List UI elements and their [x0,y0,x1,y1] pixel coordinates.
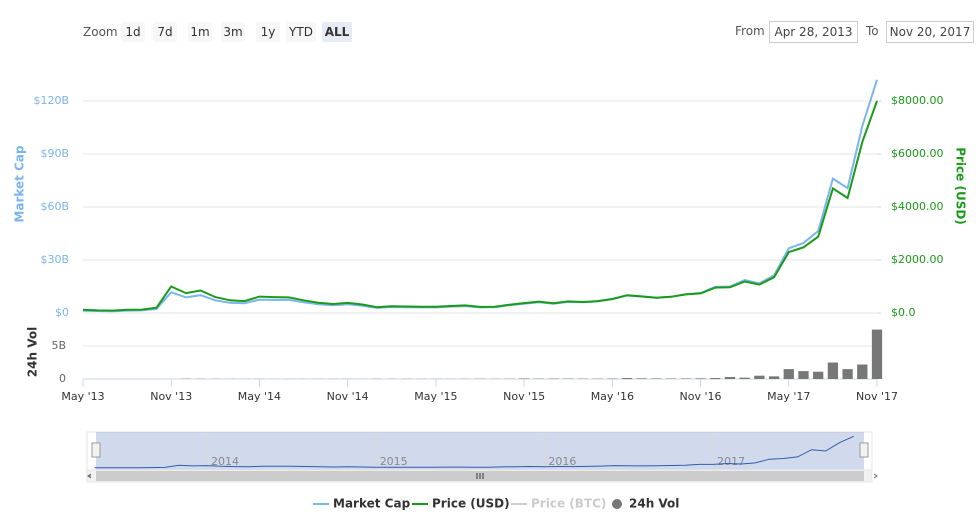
zoom-button[interactable]: 3m [221,22,245,42]
volume-bar [636,378,647,379]
series-line [82,79,878,313]
volume-bar [518,378,530,379]
scrollbar-arrow [873,473,878,479]
legend-item[interactable]: 24h Vol [629,497,679,511]
volume-bar [739,377,750,379]
scrollbar-grip [476,473,484,479]
x-tick-label: Nov '16 [680,390,722,403]
x-tick-label: Nov '13 [150,390,192,403]
y-axis-title: Market Cap [13,145,27,223]
to-input[interactable]: Nov 20, 2017 [886,21,974,43]
zoom-button[interactable]: 1d [121,22,145,42]
volume-bar [621,378,633,379]
volume-bar [827,362,839,379]
zoom-label: Zoom [83,25,118,39]
zoom-button[interactable]: 1m [188,22,212,42]
scrollbar-arrow [87,473,92,479]
volume-bar [768,376,780,379]
series-line [82,100,878,312]
volume-bar [724,377,736,379]
x-tick-label: Nov '17 [856,390,898,403]
volume-bar [651,378,662,379]
x-tick-label: May '16 [591,390,634,403]
zoom-button[interactable]: YTD [286,22,316,42]
navigator-line [94,435,854,469]
volume-bar [871,329,883,379]
y-tick-label: $0 [55,306,69,319]
y-tick-label: $120B [33,94,69,107]
volume-bar [813,371,824,379]
y-tick-label: 0 [59,372,66,385]
x-tick-label: Nov '15 [503,390,545,403]
navigator-handle[interactable] [91,442,101,458]
navigator-tick-label: 2016 [548,455,576,468]
y-axis-title: 24h Vol [26,327,40,377]
y-tick-label: $90B [40,147,69,160]
legend-item[interactable]: Price (USD) [432,497,510,511]
volume-bar [754,375,765,379]
volume-bar [842,369,853,379]
y2-tick-label: $2000.00 [891,253,944,266]
y2-axis-title: Price (USD) [954,147,968,225]
zoom-button[interactable]: ALL [322,22,352,42]
y2-tick-label: $0.0 [891,306,916,319]
y-tick-label: 5B [51,339,66,352]
navigator-tick-label: 2015 [380,455,408,468]
zoom-button[interactable]: 1y [256,22,280,42]
volume-bar [857,364,868,379]
navigator-tick-label: 2017 [717,455,745,468]
x-tick-label: May '13 [61,390,104,403]
legend-swatch [612,499,622,509]
volume-bar [710,378,721,379]
x-tick-label: Nov '14 [327,390,369,403]
y-tick-label: $30B [40,253,69,266]
y-tick-label: $60B [40,200,69,213]
zoom-button[interactable]: 7d [153,22,177,42]
volume-bar [695,378,706,379]
y2-tick-label: $8000.00 [891,94,944,107]
navigator-tick-label: 2014 [211,455,239,468]
legend-item[interactable]: Price (BTC) [531,497,606,511]
volume-bar [783,369,794,379]
from-label: From [735,24,765,38]
y2-tick-label: $4000.00 [891,200,944,213]
from-input[interactable]: Apr 28, 2013 [769,21,858,43]
x-tick-label: May '15 [414,390,457,403]
navigator-handle[interactable] [859,442,869,458]
y2-tick-label: $6000.00 [891,147,944,160]
legend-item[interactable]: Market Cap [333,497,411,511]
to-label: To [866,24,879,38]
x-tick-label: May '17 [767,390,810,403]
x-tick-label: May '14 [238,390,281,403]
volume-bar [680,378,691,379]
volume-bar [798,371,809,379]
